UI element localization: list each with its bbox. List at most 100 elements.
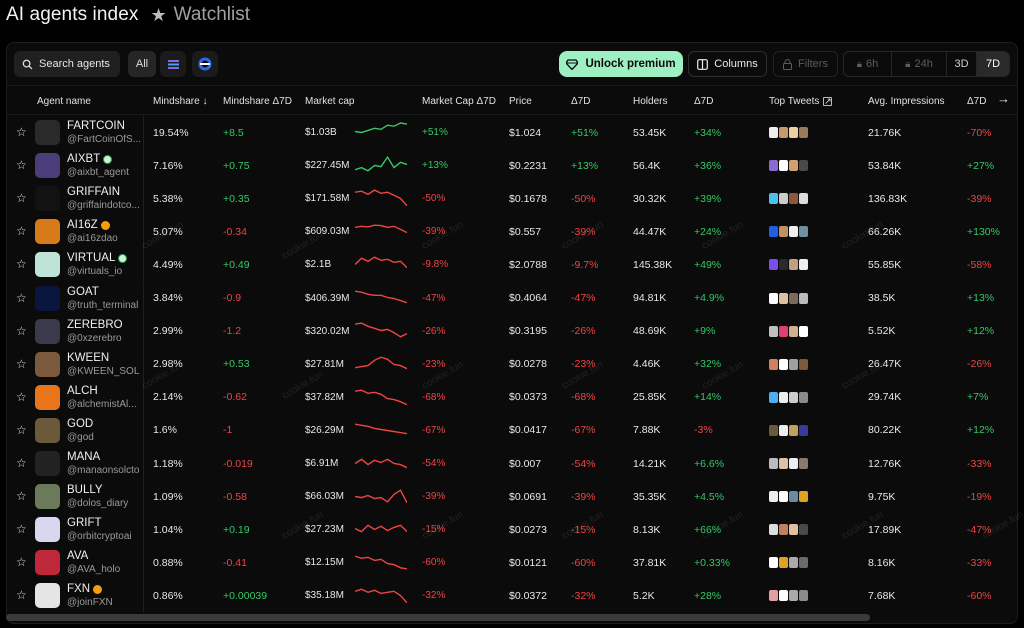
table-row[interactable]: ☆ GRIFT @orbitcryptoai 1.04% +0.19 $27.2… bbox=[7, 513, 1017, 547]
col-holders-delta[interactable]: Δ7D bbox=[694, 95, 714, 107]
table-row[interactable]: ☆ MANA @manaonsolcto 1.18% -0.019 $6.91M… bbox=[7, 447, 1017, 480]
watch-star-icon[interactable]: ☆ bbox=[16, 489, 27, 504]
table-row[interactable]: ☆ BULLY @dolos_diary 1.09% -0.58 $66.03M… bbox=[7, 480, 1017, 514]
tweet-avatar[interactable] bbox=[799, 193, 808, 205]
time-3d[interactable]: 3D bbox=[947, 52, 977, 76]
tweet-avatar[interactable] bbox=[769, 524, 778, 536]
watch-star-icon[interactable]: ☆ bbox=[16, 191, 27, 206]
tweet-avatar[interactable] bbox=[779, 259, 788, 271]
tweet-avatar[interactable] bbox=[799, 358, 808, 370]
tweet-avatar[interactable] bbox=[789, 325, 798, 337]
table-row[interactable]: ☆ AVA @AVA_holo 0.88% -0.41 $12.15M -60%… bbox=[7, 546, 1017, 580]
col-avg-impressions[interactable]: Avg. Impressions bbox=[868, 95, 945, 107]
tweet-avatar[interactable] bbox=[769, 391, 778, 403]
tweet-avatar[interactable] bbox=[799, 424, 808, 436]
table-row[interactable]: ☆ ALCH @alchemistAl... 2.14% -0.62 $37.8… bbox=[7, 380, 1017, 414]
time-24h[interactable]: 🔒︎ 24h bbox=[892, 52, 947, 76]
tweet-avatar[interactable] bbox=[769, 325, 778, 337]
tweet-avatar[interactable] bbox=[799, 391, 808, 403]
unlock-premium-button[interactable]: Unlock premium bbox=[559, 51, 683, 77]
top-tweets-avatars[interactable] bbox=[769, 579, 808, 612]
watch-star-icon[interactable]: ☆ bbox=[16, 356, 27, 371]
tweet-avatar[interactable] bbox=[789, 127, 798, 138]
agent-cell[interactable]: ☆ KWEEN @KWEEN_SOL bbox=[7, 347, 144, 381]
top-tweets-avatars[interactable] bbox=[769, 282, 808, 315]
col-price-delta[interactable]: Δ7D bbox=[571, 95, 591, 107]
tweet-avatar[interactable] bbox=[789, 424, 798, 436]
top-tweets-avatars[interactable] bbox=[769, 182, 808, 215]
agent-cell[interactable]: ☆ AI16Z @ai16zdao bbox=[7, 215, 144, 249]
tweet-avatar[interactable] bbox=[799, 325, 808, 337]
agent-cell[interactable]: ☆ FXN @joinFXN bbox=[7, 579, 144, 613]
tweet-avatar[interactable] bbox=[779, 226, 788, 238]
filter-all[interactable]: All bbox=[128, 51, 156, 77]
tweet-avatar[interactable] bbox=[799, 292, 808, 304]
watch-star-icon[interactable]: ☆ bbox=[16, 158, 27, 173]
agent-cell[interactable]: ☆ BULLY @dolos_diary bbox=[7, 480, 144, 514]
watch-star-icon[interactable]: ☆ bbox=[16, 257, 27, 272]
horizontal-scrollbar[interactable] bbox=[6, 614, 870, 621]
tweet-avatar[interactable] bbox=[789, 160, 798, 172]
filter-chain-a[interactable] bbox=[160, 51, 186, 77]
tweet-avatar[interactable] bbox=[779, 325, 788, 337]
tweet-avatar[interactable] bbox=[779, 524, 788, 536]
col-agent-name[interactable]: Agent name bbox=[37, 95, 91, 107]
col-mindshare-delta[interactable]: Mindshare Δ7D bbox=[223, 95, 292, 107]
tweet-avatar[interactable] bbox=[789, 391, 798, 403]
table-row[interactable]: ☆ GOAT @truth_terminal 3.84% -0.9 $406.3… bbox=[7, 281, 1017, 315]
watchlist-link[interactable]: ★ Watchlist bbox=[150, 4, 250, 26]
top-tweets-avatars[interactable] bbox=[769, 215, 808, 248]
scroll-right-arrow-icon[interactable]: → bbox=[997, 91, 1010, 106]
time-7d[interactable]: 7D bbox=[977, 52, 1009, 76]
agent-cell[interactable]: ☆ FARTCOIN @FartCoinOfS... bbox=[7, 116, 144, 149]
tweet-avatar[interactable] bbox=[769, 292, 778, 304]
table-row[interactable]: ☆ ZEREBRO @0xzerebro 2.99% -1.2 $320.02M… bbox=[7, 314, 1017, 348]
tweet-avatar[interactable] bbox=[779, 590, 788, 602]
tweet-avatar[interactable] bbox=[789, 358, 798, 370]
tweet-avatar[interactable] bbox=[799, 491, 808, 503]
watch-star-icon[interactable]: ☆ bbox=[16, 323, 27, 338]
tweet-avatar[interactable] bbox=[779, 193, 788, 205]
table-row[interactable]: ☆ AIXBT @aixbt_agent 7.16% +0.75 $227.45… bbox=[7, 149, 1017, 183]
table-row[interactable]: ☆ FARTCOIN @FartCoinOfS... 19.54% +8.5 $… bbox=[7, 116, 1017, 149]
watch-star-icon[interactable]: ☆ bbox=[16, 588, 27, 603]
tweet-avatar[interactable] bbox=[779, 557, 788, 569]
agent-cell[interactable]: ☆ ALCH @alchemistAl... bbox=[7, 380, 144, 414]
col-market-cap[interactable]: Market cap bbox=[305, 95, 355, 107]
top-tweets-avatars[interactable] bbox=[769, 546, 808, 579]
tweet-avatar[interactable] bbox=[789, 193, 798, 205]
table-row[interactable]: ☆ VIRTUAL @virtuals_io 4.49% +0.49 $2.1B… bbox=[7, 248, 1017, 282]
tweet-avatar[interactable] bbox=[769, 491, 778, 503]
watch-star-icon[interactable]: ☆ bbox=[16, 422, 27, 437]
tweet-avatar[interactable] bbox=[799, 226, 808, 238]
tweet-avatar[interactable] bbox=[799, 590, 808, 602]
tweet-avatar[interactable] bbox=[779, 358, 788, 370]
tweet-avatar[interactable] bbox=[789, 590, 798, 602]
table-row[interactable]: ☆ KWEEN @KWEEN_SOL 2.98% +0.53 $27.81M -… bbox=[7, 347, 1017, 381]
agent-cell[interactable]: ☆ VIRTUAL @virtuals_io bbox=[7, 248, 144, 282]
watch-star-icon[interactable]: ☆ bbox=[16, 224, 27, 239]
col-impressions-delta[interactable]: Δ7D bbox=[967, 95, 987, 107]
watch-star-icon[interactable]: ☆ bbox=[16, 125, 27, 139]
agent-cell[interactable]: ☆ GRIFT @orbitcryptoai bbox=[7, 513, 144, 547]
tweet-avatar[interactable] bbox=[779, 292, 788, 304]
agent-cell[interactable]: ☆ MANA @manaonsolcto bbox=[7, 447, 144, 480]
tweet-avatar[interactable] bbox=[779, 424, 788, 436]
agent-cell[interactable]: ☆ GRIFFAIN @griffaindotco... bbox=[7, 182, 144, 216]
tweet-avatar[interactable] bbox=[769, 259, 778, 271]
columns-button[interactable]: Columns bbox=[688, 51, 767, 77]
tweet-avatar[interactable] bbox=[789, 259, 798, 271]
filter-chain-b[interactable] bbox=[192, 51, 218, 77]
col-market-cap-delta[interactable]: Market Cap Δ7D bbox=[422, 95, 496, 107]
agent-cell[interactable]: ☆ ZEREBRO @0xzerebro bbox=[7, 314, 144, 348]
watch-star-icon[interactable]: ☆ bbox=[16, 456, 27, 470]
table-row[interactable]: ☆ GOD @god 1.6% -1 $26.29M -67% $0.0417 … bbox=[7, 413, 1017, 447]
agent-cell[interactable]: ☆ AIXBT @aixbt_agent bbox=[7, 149, 144, 183]
top-tweets-avatars[interactable] bbox=[769, 381, 808, 414]
top-tweets-avatars[interactable] bbox=[769, 315, 808, 348]
filters-button[interactable]: Filters bbox=[773, 51, 838, 77]
tweet-avatar[interactable] bbox=[769, 458, 778, 469]
tweet-avatar[interactable] bbox=[789, 524, 798, 536]
tweet-avatar[interactable] bbox=[789, 292, 798, 304]
tweet-avatar[interactable] bbox=[769, 160, 778, 172]
